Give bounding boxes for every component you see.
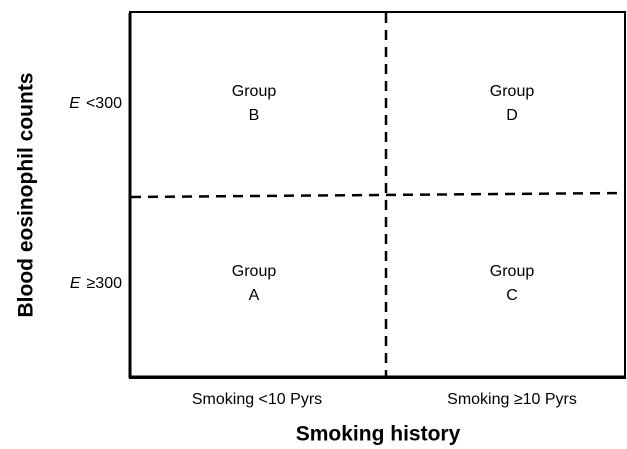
cell-label: Group xyxy=(490,83,535,100)
horizontal-divider xyxy=(130,191,626,199)
cell-label: C xyxy=(506,287,518,304)
y-label-text: ≥300 xyxy=(87,275,123,292)
y-label-symbol: E xyxy=(69,95,80,112)
x-label: Smoking <10 Pyrs xyxy=(192,391,322,408)
cell-label: B xyxy=(249,107,260,124)
y-label: E <300 xyxy=(69,95,122,112)
cell-label: A xyxy=(249,287,260,304)
x-label: Smoking ≥10 Pyrs xyxy=(447,391,577,408)
x-axis-title: Smoking history xyxy=(296,423,461,446)
cell-label: Group xyxy=(232,83,277,100)
y-label: E ≥300 xyxy=(70,275,122,292)
cell-label: Group xyxy=(232,263,277,280)
cell-label: D xyxy=(506,107,518,124)
y-label-text: <300 xyxy=(86,95,122,112)
y-axis-title: Blood eosinophil counts xyxy=(15,73,38,318)
cell-label: Group xyxy=(490,263,535,280)
y-label-symbol: E xyxy=(70,275,81,292)
